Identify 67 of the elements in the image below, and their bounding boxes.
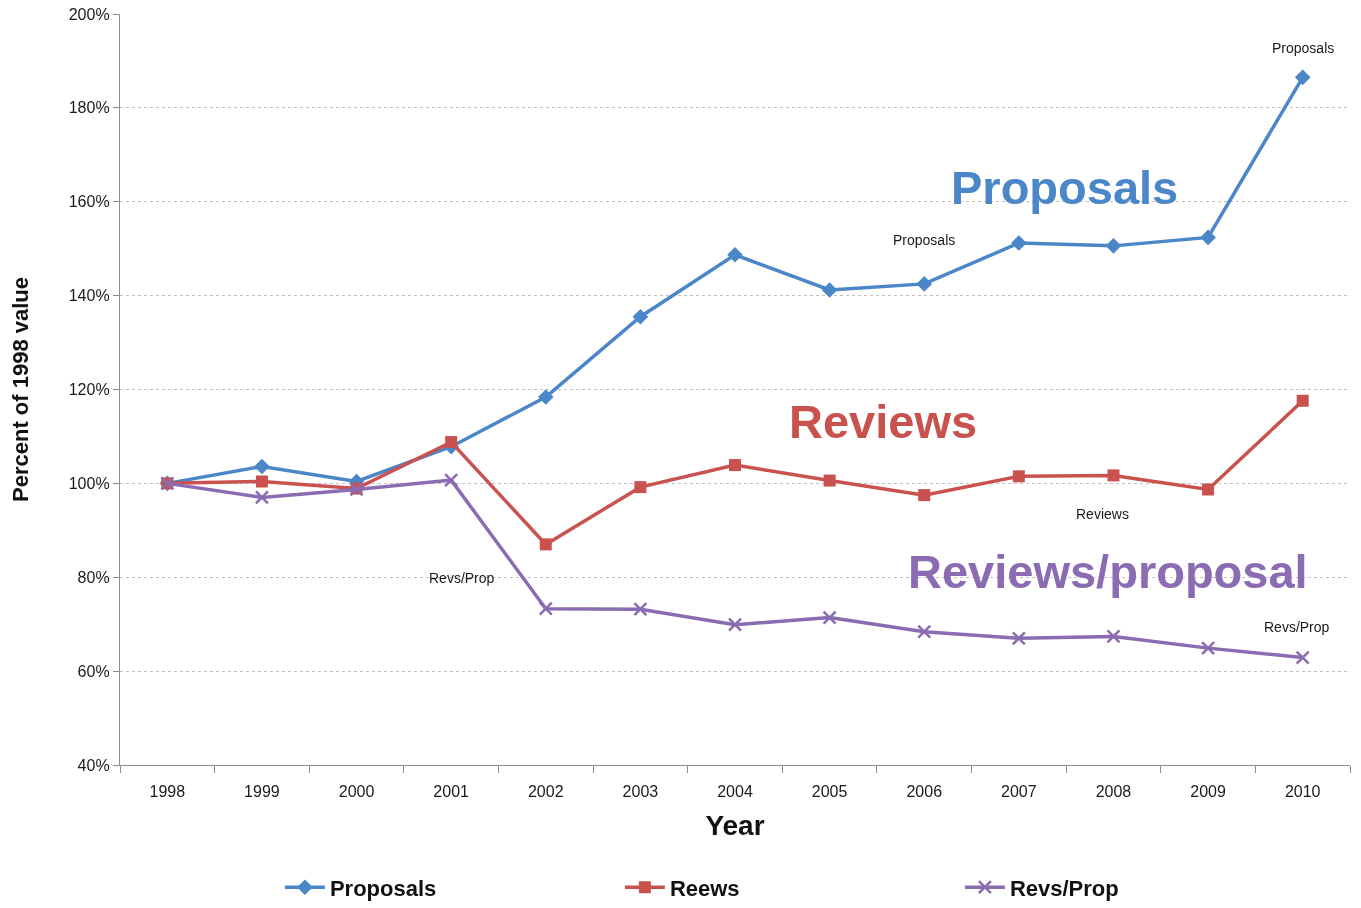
- x-tick-label: 2008: [1095, 783, 1132, 801]
- point: [255, 475, 268, 488]
- point: [537, 389, 554, 405]
- point: [632, 308, 649, 325]
- point: [1295, 650, 1310, 665]
- x-tick-label: 2001: [433, 783, 470, 801]
- point: [539, 538, 552, 551]
- point: [1202, 483, 1215, 496]
- x-tick-label: 1998: [149, 783, 186, 801]
- point: [1105, 238, 1122, 254]
- annotation: Proposals: [893, 232, 956, 248]
- point: [916, 624, 932, 639]
- y-tick-label: 100%: [68, 474, 110, 492]
- y-tick-label: 140%: [68, 287, 110, 305]
- legend-label: Proposals: [329, 875, 437, 901]
- x-tick-label: 2003: [622, 783, 659, 801]
- point: [254, 490, 270, 505]
- x-axis-title: Year: [705, 810, 765, 842]
- point: [729, 459, 741, 472]
- point: [1296, 394, 1309, 407]
- point: [538, 601, 554, 616]
- point: [821, 282, 838, 298]
- x-tick-label: 2002: [527, 783, 564, 801]
- x-tick-label: 2010: [1284, 783, 1321, 801]
- point: [443, 472, 459, 488]
- point: [727, 617, 743, 632]
- point: [916, 276, 933, 292]
- x-tick-label: 2007: [1001, 783, 1037, 801]
- annotation: Proposals: [951, 161, 1179, 214]
- y-axis-title: Percent of 1998 value: [7, 276, 33, 503]
- point: [823, 474, 836, 487]
- y-tick-label: 80%: [77, 568, 110, 586]
- point: [1107, 469, 1120, 482]
- point: [634, 481, 647, 494]
- point: [1012, 470, 1025, 483]
- y-tick-label: 60%: [77, 662, 110, 680]
- point: [822, 610, 837, 625]
- y-tick-label: 180%: [68, 99, 110, 117]
- x-tick-label: 2000: [338, 783, 375, 801]
- point: [1200, 640, 1216, 656]
- point: [633, 601, 648, 617]
- annotation: Revs/Prop: [429, 570, 495, 586]
- point: [1106, 629, 1121, 644]
- y-tick-label: 40%: [77, 756, 110, 774]
- x-tick-label: 2005: [811, 783, 848, 801]
- y-tick-label: 200%: [68, 5, 110, 23]
- point: [254, 458, 270, 475]
- point: [1011, 631, 1027, 646]
- x-tick-label: 2009: [1190, 783, 1226, 801]
- x-tick-label: 2004: [717, 783, 753, 801]
- annotation: Reviews/proposal: [908, 545, 1308, 598]
- legend-label: Reews: [669, 875, 740, 901]
- annotation: Proposals: [1272, 40, 1335, 56]
- point: [445, 436, 458, 449]
- point: [727, 246, 743, 263]
- x-tick-label: 2006: [906, 783, 943, 801]
- point: [918, 489, 931, 502]
- annotation: Reviews: [789, 395, 978, 448]
- x-tick-label: 1999: [244, 783, 280, 801]
- point: [1200, 229, 1216, 246]
- point: [1294, 69, 1311, 86]
- legend-label: Revs/Prop: [1009, 875, 1119, 901]
- annotation: Revs/Prop: [1264, 619, 1330, 635]
- y-tick-label: 160%: [68, 193, 110, 211]
- y-tick-label: 120%: [68, 381, 110, 399]
- annotation: Reviews: [1076, 506, 1129, 522]
- point: [1011, 235, 1027, 251]
